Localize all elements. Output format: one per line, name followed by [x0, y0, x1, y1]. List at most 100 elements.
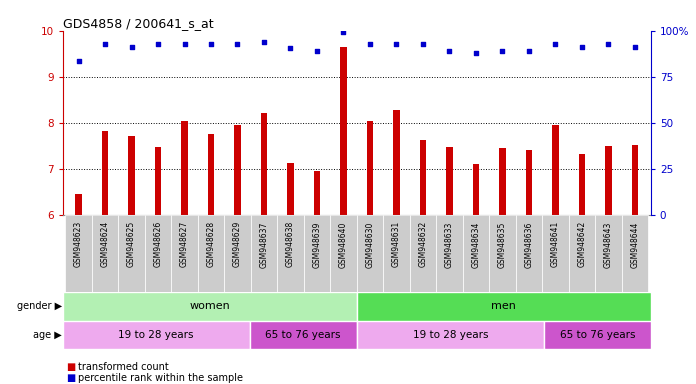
Bar	[383, 215, 410, 292]
Point	[629, 44, 640, 50]
Text: GSM948633: GSM948633	[445, 221, 454, 268]
Bar	[605, 146, 612, 215]
Point	[391, 41, 402, 47]
Bar	[303, 215, 330, 292]
Bar	[92, 215, 118, 292]
Bar	[356, 215, 383, 292]
Bar	[544, 321, 651, 349]
Bar	[234, 125, 241, 215]
Bar	[436, 215, 463, 292]
Bar	[525, 150, 532, 215]
Text: GSM948625: GSM948625	[127, 221, 136, 267]
Text: GSM948626: GSM948626	[154, 221, 162, 267]
Bar	[128, 136, 135, 215]
Point	[126, 44, 137, 50]
Text: GSM948623: GSM948623	[74, 221, 83, 267]
Bar	[622, 215, 648, 292]
Bar	[155, 147, 161, 215]
Bar	[314, 171, 320, 215]
Point	[444, 48, 455, 55]
Text: women: women	[189, 301, 230, 311]
Text: 65 to 76 years: 65 to 76 years	[265, 330, 341, 340]
Text: ■: ■	[66, 373, 75, 383]
Bar	[63, 292, 356, 321]
Text: GSM948644: GSM948644	[631, 221, 640, 268]
Point	[576, 44, 587, 50]
Bar	[356, 321, 544, 349]
Text: men: men	[491, 301, 516, 311]
Bar	[250, 321, 356, 349]
Bar	[463, 215, 489, 292]
Bar	[277, 215, 303, 292]
Text: gender ▶: gender ▶	[17, 301, 62, 311]
Bar	[145, 215, 171, 292]
Text: GSM948629: GSM948629	[233, 221, 242, 267]
Text: GDS4858 / 200641_s_at: GDS4858 / 200641_s_at	[63, 17, 213, 30]
Text: 19 to 28 years: 19 to 28 years	[413, 330, 488, 340]
Bar	[340, 47, 347, 215]
Text: GSM948643: GSM948643	[604, 221, 613, 268]
Text: GSM948640: GSM948640	[339, 221, 348, 268]
Point	[497, 48, 508, 55]
Bar	[75, 194, 82, 215]
Bar	[499, 148, 506, 215]
Text: GSM948641: GSM948641	[551, 221, 560, 267]
Text: percentile rank within the sample: percentile rank within the sample	[78, 373, 243, 383]
Bar	[65, 215, 92, 292]
Point	[550, 41, 561, 47]
Bar	[578, 154, 585, 215]
Bar	[410, 215, 436, 292]
Text: age ▶: age ▶	[33, 330, 62, 340]
Text: GSM948642: GSM948642	[578, 221, 587, 267]
Bar	[102, 131, 109, 215]
Bar	[287, 163, 294, 215]
Bar	[118, 215, 145, 292]
Bar	[224, 215, 251, 292]
Text: GSM948638: GSM948638	[286, 221, 295, 267]
Point	[470, 50, 482, 56]
Bar	[171, 215, 198, 292]
Text: 65 to 76 years: 65 to 76 years	[560, 330, 635, 340]
Point	[152, 41, 164, 47]
Point	[100, 41, 111, 47]
Text: GSM948630: GSM948630	[365, 221, 374, 268]
Text: GSM948627: GSM948627	[180, 221, 189, 267]
Bar	[251, 215, 277, 292]
Text: GSM948632: GSM948632	[418, 221, 427, 267]
Bar	[489, 215, 516, 292]
Bar	[198, 215, 224, 292]
Text: GSM948637: GSM948637	[260, 221, 269, 268]
Text: GSM948636: GSM948636	[524, 221, 533, 268]
Text: GSM948634: GSM948634	[471, 221, 480, 268]
Bar	[473, 164, 480, 215]
Bar	[330, 215, 356, 292]
Text: GSM948624: GSM948624	[100, 221, 109, 267]
Bar	[516, 215, 542, 292]
Point	[338, 29, 349, 35]
Text: 19 to 28 years: 19 to 28 years	[118, 330, 194, 340]
Text: GSM948631: GSM948631	[392, 221, 401, 267]
Point	[179, 41, 190, 47]
Bar	[367, 121, 373, 215]
Bar	[181, 121, 188, 215]
Point	[73, 58, 84, 64]
Point	[205, 41, 216, 47]
Text: transformed count: transformed count	[78, 362, 168, 372]
Bar	[356, 292, 651, 321]
Bar	[631, 144, 638, 215]
Point	[418, 41, 429, 47]
Bar	[261, 113, 267, 215]
Bar	[207, 134, 214, 215]
Bar	[393, 111, 400, 215]
Point	[365, 41, 376, 47]
Bar	[420, 141, 426, 215]
Point	[232, 41, 243, 47]
Text: ■: ■	[66, 362, 75, 372]
Bar	[63, 321, 250, 349]
Text: GSM948639: GSM948639	[313, 221, 322, 268]
Point	[311, 48, 322, 54]
Point	[258, 39, 269, 45]
Text: GSM948628: GSM948628	[207, 221, 216, 267]
Text: GSM948635: GSM948635	[498, 221, 507, 268]
Point	[285, 45, 296, 51]
